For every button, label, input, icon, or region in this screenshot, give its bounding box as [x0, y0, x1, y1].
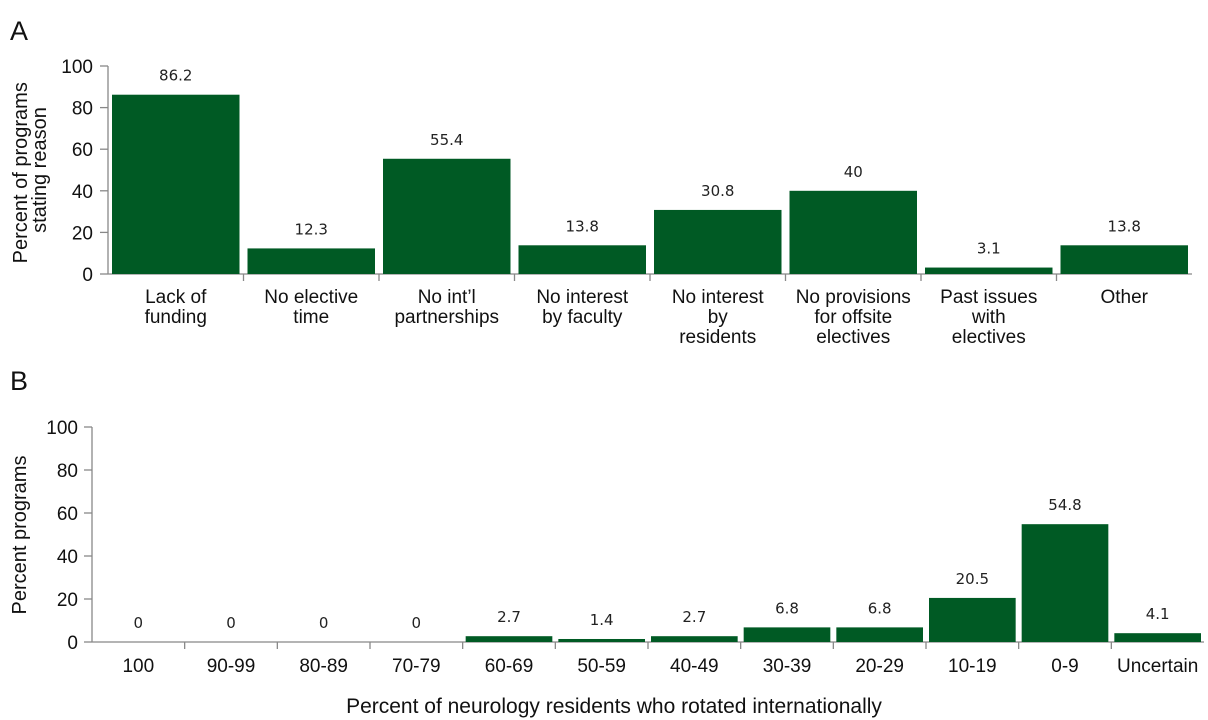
bar	[836, 627, 923, 642]
category-label: Uncertain	[1117, 656, 1198, 677]
bar	[247, 248, 375, 274]
y-tick-label: 100	[46, 418, 78, 439]
category-label: 100	[122, 656, 154, 677]
bar	[383, 158, 511, 274]
panel-a-y-axis-label: Percent of programs stating reason	[10, 77, 51, 264]
bar	[929, 597, 1016, 642]
data-label: 55.4	[430, 131, 463, 149]
data-label: 0	[226, 614, 236, 632]
panel-b-y-ticks: 0 20 40 60 80 100	[46, 418, 1112, 654]
data-label: 2.7	[497, 608, 521, 626]
y-tick-label: 40	[72, 182, 93, 203]
panel-b: B 0 20 40 60 80 100 0 0 0 0 2.7 1.4 2.7 6.8 6.8 20.5 54…	[9, 366, 1204, 718]
data-label: 13.8	[1108, 217, 1141, 235]
category-label: 0-9	[1051, 656, 1078, 677]
data-label: 3.1	[977, 240, 1001, 258]
bar	[112, 94, 240, 274]
bar	[465, 636, 553, 642]
y-tick-label: 40	[57, 547, 78, 568]
data-label: 54.8	[1048, 496, 1081, 514]
data-label: 1.4	[590, 611, 614, 629]
category-label: Lack of funding	[145, 287, 208, 328]
bar	[518, 245, 646, 274]
bar	[1060, 245, 1188, 274]
category-label: 30-39	[763, 656, 812, 677]
category-label: No int’l partnerships	[394, 287, 499, 328]
panel-a-data-labels: 86.2 12.3 55.4 13.8 30.8 40 3.1 13.8	[159, 67, 1141, 258]
panel-b-bars	[465, 524, 1201, 642]
y-tick-label: 20	[57, 590, 78, 611]
category-label: Other	[1100, 287, 1148, 308]
data-label: 2.7	[682, 608, 706, 626]
y-tick-label: 100	[61, 57, 93, 78]
panel-a-y-axis-label-line-2: stating reason	[29, 107, 51, 233]
category-label: 20-29	[855, 656, 904, 677]
data-label: 30.8	[701, 182, 734, 200]
data-label: 86.2	[159, 67, 192, 85]
panel-b-x-axis-label: Percent of neurology residents who rotat…	[346, 695, 882, 718]
category-label: No provisions for offsite electives	[796, 287, 911, 348]
data-label: 0	[319, 614, 329, 632]
category-label: No elective time	[264, 287, 358, 328]
panel-b-category-labels: 100 90-99 80-89 70-79 60-69 50-59 40-49 30-39 20…	[122, 656, 1198, 677]
y-tick-label: 0	[67, 633, 78, 654]
y-tick-label: 80	[72, 99, 93, 120]
category-label: 60-69	[485, 656, 534, 677]
bar	[743, 627, 831, 642]
category-label: Past issues with electives	[940, 287, 1037, 348]
data-label: 13.8	[566, 217, 599, 235]
bar	[789, 190, 917, 274]
category-label: 10-19	[948, 656, 997, 677]
panel-a-y-axis-label-line-1: Percent of programs	[10, 82, 32, 263]
y-tick-label: 80	[57, 461, 78, 482]
category-label: 40-49	[670, 656, 719, 677]
category-label: 90-99	[207, 656, 256, 677]
data-label: 6.8	[775, 599, 799, 617]
y-tick-label: 60	[72, 140, 93, 161]
bar	[558, 638, 645, 642]
panel-b-letter: B	[10, 366, 28, 396]
bar	[1021, 524, 1109, 642]
category-label: 50-59	[577, 656, 626, 677]
panel-a-letter: A	[10, 16, 28, 46]
y-tick-label: 0	[82, 265, 93, 286]
data-label: 12.3	[295, 220, 328, 238]
panel-b-y-axis-label: Percent programs	[9, 456, 31, 615]
data-label: 0	[134, 614, 144, 632]
y-tick-label: 60	[57, 504, 78, 525]
category-label: 70-79	[392, 656, 441, 677]
panel-a: A 0 20 40 60 80 100 86.2 12.3 55.4 13.8 30.8 40 3.1…	[10, 16, 1192, 348]
bar	[1114, 633, 1201, 642]
data-label: 0	[412, 614, 422, 632]
category-label: 80-89	[299, 656, 348, 677]
panel-a-bars	[112, 94, 1188, 274]
category-label: No interest by faculty	[536, 287, 629, 328]
bar	[925, 267, 1053, 274]
panel-b-data-labels: 0 0 0 0 2.7 1.4 2.7 6.8 6.8 20.5 54.8 4.1	[134, 496, 1170, 632]
bar	[654, 209, 782, 274]
panel-a-y-ticks: 0 20 40 60 80 100	[61, 57, 1058, 286]
category-label: No interest by residents	[672, 287, 765, 348]
panel-a-category-labels: Lack of funding No elective time No int’l par…	[145, 287, 1149, 348]
data-label: 20.5	[956, 570, 989, 588]
data-label: 4.1	[1146, 605, 1170, 623]
bar	[651, 636, 738, 642]
data-label: 6.8	[868, 599, 892, 617]
data-label: 40	[844, 163, 863, 181]
y-tick-label: 20	[72, 223, 93, 244]
